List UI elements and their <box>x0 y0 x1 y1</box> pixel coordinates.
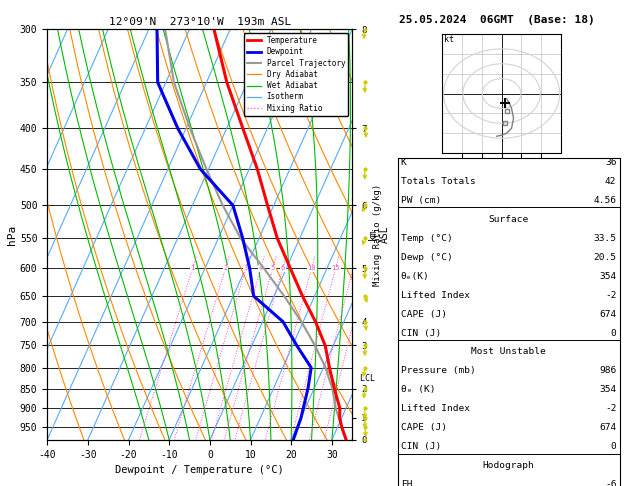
Text: CIN (J): CIN (J) <box>401 329 441 338</box>
Text: PW (cm): PW (cm) <box>401 196 441 205</box>
Text: 3: 3 <box>243 265 248 271</box>
Text: 25.05.2024  06GMT  (Base: 18): 25.05.2024 06GMT (Base: 18) <box>399 15 595 25</box>
Text: 0: 0 <box>611 329 616 338</box>
Text: CIN (J): CIN (J) <box>401 442 441 451</box>
Text: 0: 0 <box>611 442 616 451</box>
Text: CAPE (J): CAPE (J) <box>401 423 447 433</box>
Text: Lifted Index: Lifted Index <box>401 404 470 414</box>
Text: θₑ (K): θₑ (K) <box>401 385 435 395</box>
Text: LCL: LCL <box>355 374 376 383</box>
Title: 12°09'N  273°10'W  193m ASL: 12°09'N 273°10'W 193m ASL <box>109 17 291 27</box>
Text: 986: 986 <box>599 366 616 376</box>
Text: kt: kt <box>444 35 454 44</box>
Text: -2: -2 <box>605 291 616 300</box>
Text: Most Unstable: Most Unstable <box>471 347 546 357</box>
Legend: Temperature, Dewpoint, Parcel Trajectory, Dry Adiabat, Wet Adiabat, Isotherm, Mi: Temperature, Dewpoint, Parcel Trajectory… <box>244 33 348 116</box>
Text: CAPE (J): CAPE (J) <box>401 310 447 319</box>
Text: K: K <box>401 158 406 167</box>
Y-axis label: hPa: hPa <box>7 225 17 244</box>
Text: 4: 4 <box>259 265 263 271</box>
X-axis label: Dewpoint / Temperature (°C): Dewpoint / Temperature (°C) <box>115 465 284 475</box>
Text: θₑ(K): θₑ(K) <box>401 272 430 281</box>
Text: 36: 36 <box>605 158 616 167</box>
Text: 674: 674 <box>599 423 616 433</box>
Text: 33.5: 33.5 <box>593 234 616 243</box>
Text: 354: 354 <box>599 272 616 281</box>
Text: 42: 42 <box>605 177 616 186</box>
Text: 4.56: 4.56 <box>593 196 616 205</box>
Text: Pressure (mb): Pressure (mb) <box>401 366 476 376</box>
Text: Surface: Surface <box>489 215 528 224</box>
Text: 354: 354 <box>599 385 616 395</box>
Text: 6: 6 <box>281 265 285 271</box>
Text: -2: -2 <box>605 404 616 414</box>
Text: 2: 2 <box>223 265 228 271</box>
Text: Totals Totals: Totals Totals <box>401 177 476 186</box>
Text: Mixing Ratio (g/kg): Mixing Ratio (g/kg) <box>373 183 382 286</box>
Text: Lifted Index: Lifted Index <box>401 291 470 300</box>
Text: Dewp (°C): Dewp (°C) <box>401 253 452 262</box>
Text: 10: 10 <box>308 265 316 271</box>
Text: 20.5: 20.5 <box>593 253 616 262</box>
Text: 1: 1 <box>191 265 194 271</box>
Y-axis label: km
ASL: km ASL <box>368 226 389 243</box>
Text: 15: 15 <box>331 265 340 271</box>
Text: Hodograph: Hodograph <box>482 461 535 470</box>
Text: 674: 674 <box>599 310 616 319</box>
Text: Temp (°C): Temp (°C) <box>401 234 452 243</box>
Text: 5: 5 <box>270 265 275 271</box>
Text: EH: EH <box>401 480 412 486</box>
Text: -6: -6 <box>605 480 616 486</box>
